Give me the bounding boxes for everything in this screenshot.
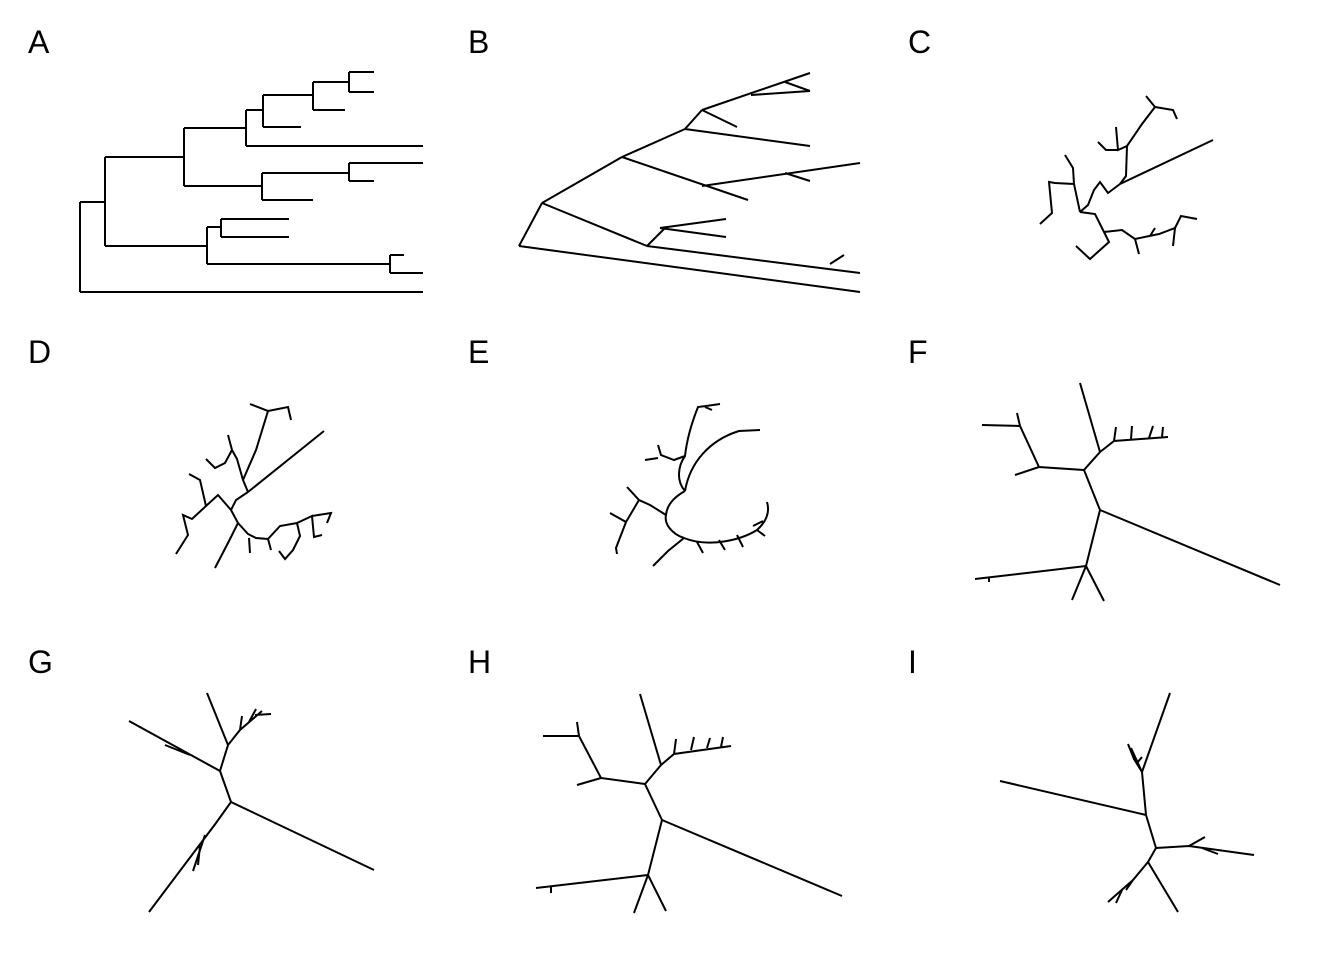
panel-label-d: D — [28, 334, 52, 370]
panel-label-h: H — [468, 644, 492, 680]
tree-diagram-g — [128, 692, 375, 913]
tree-diagram-c — [1039, 95, 1214, 261]
panel-label-a: A — [28, 24, 50, 60]
tree-diagram-h — [535, 693, 843, 914]
panel-label-e: E — [468, 334, 490, 370]
tree-branches-i — [999, 692, 1255, 913]
panel-e: E — [440, 310, 888, 620]
tree-diagram-e — [609, 403, 770, 567]
tree-diagram-b — [518, 72, 861, 293]
tree-branches-g — [128, 692, 375, 913]
panel-c: C — [880, 0, 1328, 310]
panel-i: I — [880, 620, 1328, 930]
tree-diagram-i — [999, 692, 1255, 913]
panel-label-i: I — [908, 644, 917, 680]
tree-branches-h — [535, 693, 843, 914]
panel-a: A — [0, 0, 448, 310]
panel-label-f: F — [908, 334, 928, 370]
tree-branches-b — [518, 72, 861, 293]
tree-diagram-f — [974, 382, 1281, 602]
panel-label-b: B — [468, 24, 490, 60]
tree-branches-d — [175, 403, 333, 569]
panel-g: G — [0, 620, 448, 930]
tree-diagram-d — [175, 403, 333, 569]
tree-branches-c — [1039, 95, 1214, 261]
panel-f: F — [880, 310, 1328, 620]
panel-d: D — [0, 310, 448, 620]
tree-diagram-a — [79, 71, 423, 293]
panel-label-g: G — [28, 644, 53, 680]
panel-h: H — [440, 620, 888, 930]
tree-branches-a — [79, 71, 423, 293]
panel-label-c: C — [908, 24, 932, 60]
tree-branches-f — [974, 382, 1281, 602]
panel-b: B — [440, 0, 888, 310]
tree-branches-e — [609, 403, 770, 567]
